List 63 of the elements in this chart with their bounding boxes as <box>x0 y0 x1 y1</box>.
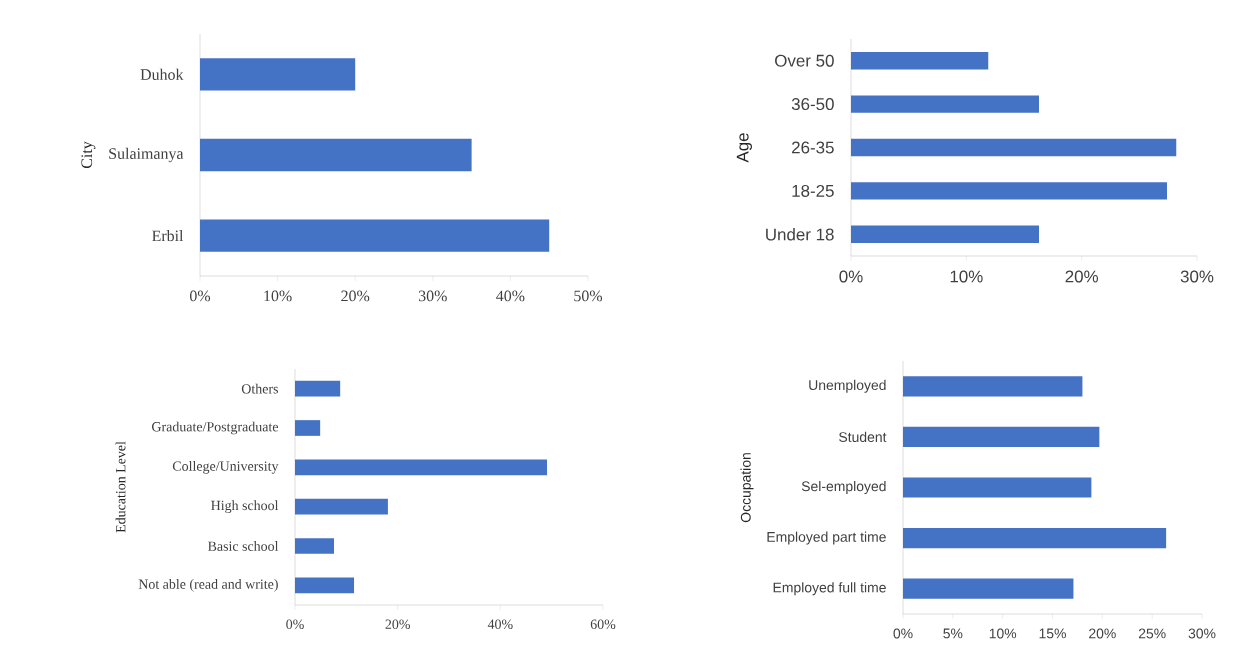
y-tick-label: Student <box>839 431 887 443</box>
bar <box>295 577 355 594</box>
x-tick-label: 30% <box>1180 270 1214 283</box>
bar <box>200 58 356 91</box>
y-tick-label: Unemployed <box>809 379 886 393</box>
y-tick-label: High school <box>211 500 279 514</box>
y-tick-label: Graduate/Postgraduate <box>152 421 279 435</box>
y-tick-label: Others <box>241 383 278 394</box>
bar <box>295 459 548 476</box>
x-tick-label: 10% <box>950 270 983 283</box>
bar <box>851 52 989 70</box>
x-tick-label: 30% <box>418 290 447 302</box>
bar <box>903 376 1083 397</box>
y-tick-label: 18-25 <box>792 184 834 197</box>
y-tick-label: Employed full time <box>773 582 886 596</box>
bar <box>200 219 550 252</box>
bar <box>851 138 1177 157</box>
y-tick-label: Sel-employed <box>801 481 886 494</box>
x-tick-label: 0% <box>286 619 304 629</box>
y-tick-label: Basic school <box>208 541 279 551</box>
x-tick-label: 40% <box>487 619 513 629</box>
bar <box>903 578 1074 599</box>
y-tick-label: Employed part time <box>767 531 886 545</box>
x-tick-label: 40% <box>496 290 525 302</box>
y-axis-title: Age <box>736 133 752 163</box>
bar <box>903 477 1092 498</box>
x-tick-label: 50% <box>574 290 603 302</box>
x-tick-label: 0% <box>893 628 913 639</box>
bar <box>851 225 1039 243</box>
y-axis-title: Occupation <box>740 453 754 523</box>
bar <box>851 182 1168 200</box>
x-tick-label: 60% <box>590 619 616 629</box>
x-tick-label: 30% <box>1188 628 1216 639</box>
bar <box>295 538 335 554</box>
x-tick-label: 20% <box>341 290 370 302</box>
y-axis-title: City <box>81 141 96 169</box>
x-tick-label: 15% <box>1039 628 1066 639</box>
y-tick-label: College/University <box>172 460 279 474</box>
x-tick-label: 10% <box>264 290 292 302</box>
x-tick-label: 20% <box>1065 270 1099 283</box>
x-tick-label: 20% <box>385 619 410 629</box>
bar <box>903 528 1167 549</box>
y-tick-label: Erbil <box>152 230 184 242</box>
x-tick-label: 25% <box>1138 628 1166 639</box>
bar <box>903 426 1100 447</box>
y-tick-label: Not able (read and write) <box>138 579 278 592</box>
y-tick-label: 26-35 <box>792 141 834 154</box>
x-tick-label: 10% <box>989 628 1017 639</box>
x-tick-label: 5% <box>943 628 963 639</box>
y-tick-label: Over 50 <box>775 54 834 67</box>
x-tick-label: 0% <box>839 270 863 283</box>
x-tick-label: 20% <box>1089 628 1116 639</box>
y-tick-label: Duhok <box>140 68 184 80</box>
bar <box>295 498 388 515</box>
bar <box>295 420 321 436</box>
bar <box>200 138 472 172</box>
y-tick-label: Under 18 <box>766 228 834 241</box>
y-tick-label: 36-50 <box>791 98 834 111</box>
bar <box>851 95 1039 113</box>
x-tick-label: 0% <box>189 290 211 302</box>
bar <box>295 380 341 397</box>
y-axis-title: Education Level <box>115 441 126 533</box>
y-tick-label: Sulaimanya <box>109 147 184 163</box>
